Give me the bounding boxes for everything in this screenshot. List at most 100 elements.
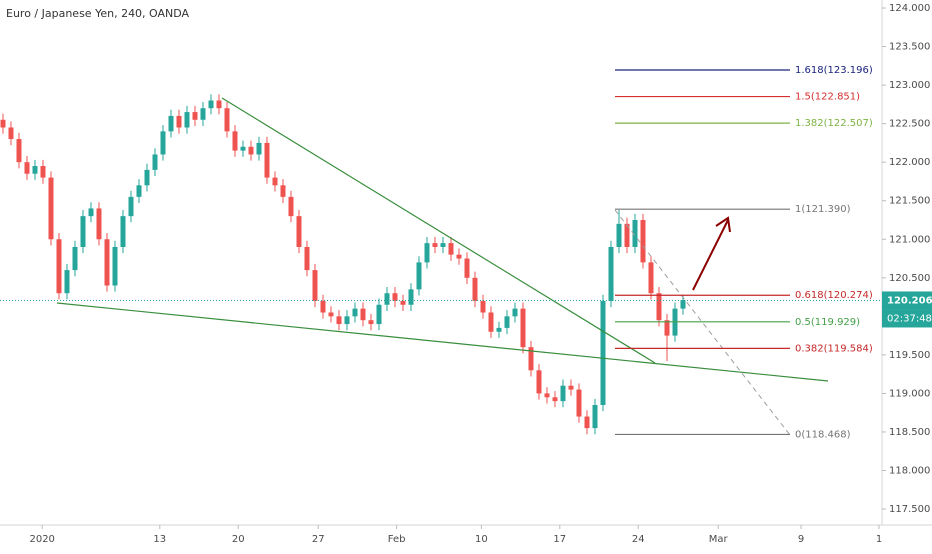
y-tick-label: 120.500 (889, 273, 930, 284)
candle-body (64, 270, 70, 294)
chart-title: Euro / Japanese Yen, 240, OANDA (6, 7, 190, 20)
candle-body (168, 115, 174, 132)
candle-body (336, 316, 342, 325)
candle-body (24, 162, 30, 174)
candle-body (368, 320, 374, 325)
candle-body (288, 196, 294, 217)
fib-label: 0.618(120.274) (795, 290, 873, 301)
candle-body (424, 243, 430, 263)
fib-label: 0(118.468) (795, 429, 851, 440)
x-tick-label: 24 (632, 534, 645, 545)
candle-body (552, 397, 558, 402)
candle-body (48, 177, 54, 240)
candle-body (416, 262, 422, 290)
candle-body (280, 185, 286, 197)
candle-body (104, 239, 110, 286)
candle-body (112, 246, 118, 286)
candle-body (400, 300, 406, 305)
candle-body (120, 216, 126, 247)
candle-body (8, 127, 14, 140)
candle-body (456, 254, 462, 259)
candle-body (224, 108, 230, 132)
candle-body (680, 300, 686, 309)
candle-body (648, 262, 654, 294)
y-tick-label: 124.000 (889, 3, 930, 14)
candle-body (488, 312, 494, 332)
x-tick-label: Mar (709, 534, 729, 545)
candle-body (40, 166, 46, 178)
candle-body (384, 293, 390, 305)
y-tick-label: 123.500 (889, 42, 930, 53)
candle-body (448, 243, 454, 255)
candle-body (408, 289, 414, 305)
candle-body (200, 108, 206, 120)
candle-body (480, 300, 486, 313)
candle-body (576, 389, 582, 417)
candle-body (640, 219, 646, 263)
candle-body (192, 112, 198, 120)
candle-body (296, 216, 302, 247)
y-tick-label: 118.500 (889, 427, 930, 438)
fib-label: 0.382(119.584) (795, 343, 873, 354)
candle-body (32, 166, 38, 174)
candle-body (152, 154, 158, 170)
candle-body (584, 416, 590, 429)
y-tick-label: 121.000 (889, 234, 930, 245)
candle-body (664, 320, 670, 336)
candle-body (320, 300, 326, 313)
y-tick-label: 122.000 (889, 157, 930, 168)
candle-body (352, 308, 358, 317)
candle-body (272, 177, 278, 186)
candle-body (600, 300, 606, 405)
candle-body (392, 293, 398, 301)
last-price-label: 120.206 (887, 295, 932, 306)
candle-body (232, 131, 238, 151)
candle-body (184, 112, 190, 128)
candle-body (304, 246, 310, 271)
candle-body (144, 169, 150, 186)
candle-body (240, 146, 246, 151)
candle-body (376, 304, 382, 325)
fib-label: 1(121.390) (795, 204, 851, 215)
y-tick-label: 118.000 (889, 466, 930, 477)
candle-body (520, 308, 526, 348)
y-tick-label: 121.500 (889, 196, 930, 207)
candle-body (312, 270, 318, 301)
candle-body (528, 347, 534, 371)
candle-body (80, 216, 86, 247)
candle-body (440, 243, 446, 247)
countdown-box (882, 309, 932, 328)
candle-body (256, 142, 262, 155)
candle-body (560, 385, 566, 402)
candle-body (264, 142, 270, 178)
arrow (692, 216, 731, 291)
x-tick-label: 13 (153, 534, 166, 545)
candle-body (176, 115, 182, 128)
candle-body (160, 131, 166, 155)
x-tick-label: 20 (232, 534, 245, 545)
fib-label: 1.5(122.851) (795, 92, 860, 103)
candle-body (208, 100, 214, 109)
candle-body (632, 219, 638, 247)
x-tick-label: Feb (388, 534, 406, 545)
candle-body (96, 208, 102, 240)
candle-body (472, 277, 478, 301)
candle-body (544, 393, 550, 398)
candle-body (248, 146, 254, 155)
candle-body (504, 316, 510, 328)
candle-body (88, 208, 94, 217)
candle-body (136, 185, 142, 197)
fib-label: 1.382(122.507) (795, 118, 873, 129)
x-tick-label: 1 (876, 534, 882, 545)
x-tick-label: 27 (312, 534, 325, 545)
candle-body (616, 223, 622, 247)
candle-body (496, 327, 502, 332)
candles (0, 94, 686, 435)
fib-label: 1.618(123.196) (795, 65, 873, 76)
candle-body (464, 258, 470, 278)
candle-body (512, 308, 518, 317)
candle-body (128, 196, 134, 217)
candle-body (360, 308, 366, 321)
y-tick-label: 117.500 (889, 504, 930, 515)
